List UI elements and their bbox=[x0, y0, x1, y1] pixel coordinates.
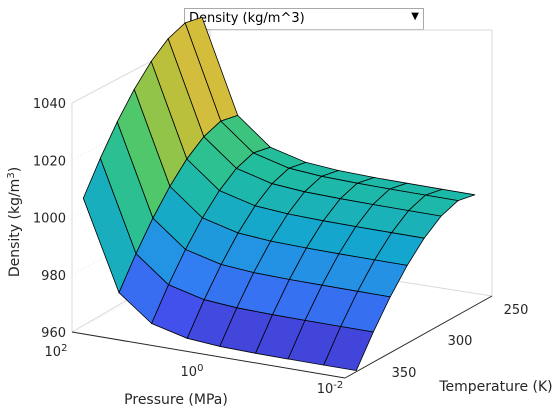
z-axis-label: Density (kg/m3) bbox=[6, 167, 24, 277]
temperature-tick-labels: 250 300 350 bbox=[392, 303, 529, 381]
pressure-axis-line bbox=[71, 331, 346, 379]
dropdown-selected-value: Density (kg/m^3) bbox=[189, 11, 305, 26]
x-axis-label: Pressure (MPa) bbox=[124, 392, 228, 408]
pressure-tick-label: 100 bbox=[181, 363, 204, 381]
z-tick-label: 980 bbox=[41, 269, 66, 284]
temperature-axis-line bbox=[344, 295, 493, 379]
surface-patch bbox=[323, 326, 374, 372]
density-surface bbox=[82, 16, 476, 372]
triangle-down-icon: ▼ bbox=[411, 11, 419, 22]
pressure-tick-label: 10-2 bbox=[317, 380, 344, 398]
z-tick-label: 960 bbox=[41, 326, 66, 341]
z-tick-label: 1000 bbox=[33, 212, 66, 227]
z-tick-label: 1040 bbox=[33, 97, 66, 112]
temperature-tick-label: 300 bbox=[448, 334, 473, 349]
z-tick-labels: 1040 1020 1000 980 960 bbox=[33, 97, 66, 341]
temperature-tick-label: 250 bbox=[504, 303, 529, 318]
pressure-tick-labels: 102 100 10-2 bbox=[45, 343, 344, 398]
z-tick-label: 1020 bbox=[33, 154, 66, 169]
pressure-tick-label: 102 bbox=[45, 343, 68, 361]
y-axis-label: Temperature (K) bbox=[438, 379, 552, 395]
grid-line bbox=[71, 29, 211, 104]
temperature-tick-label: 350 bbox=[392, 366, 417, 381]
